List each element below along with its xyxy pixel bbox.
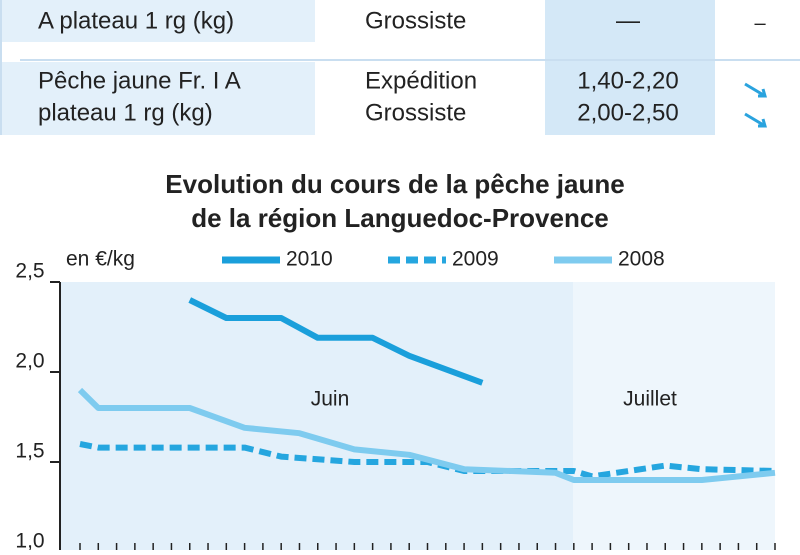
stage-cell: Grossiste <box>365 99 466 126</box>
price-cell: 2,00-2,50 <box>577 99 678 126</box>
y-tick-label: 1,0 <box>15 530 44 550</box>
annotation: Juillet <box>623 388 677 411</box>
stage-cell: Expédition <box>365 67 477 94</box>
legend-label: 2008 <box>618 248 665 271</box>
y-tick-label: 2,5 <box>15 260 44 283</box>
table: A plateau 1 rg (kg) Grossiste — Pêche jaune… <box>38 7 679 126</box>
table-background: – <box>0 0 800 135</box>
y-axis-label: en €/kg <box>66 248 135 271</box>
chart-title: de la région Languedoc-Provence <box>191 203 609 233</box>
chart-panel <box>60 282 775 550</box>
series-line <box>188 297 484 386</box>
chart-title: Evolution du cours de la pêche jaune <box>165 169 624 199</box>
product-cell: Pêche jaune Fr. I A <box>38 67 241 94</box>
annotation: Juin <box>311 388 350 411</box>
price-cell: — <box>616 7 640 34</box>
stage-cell: Grossiste <box>365 7 466 34</box>
legend-label: 2009 <box>452 248 499 271</box>
y-tick-label: 2,0 <box>15 350 44 373</box>
legend-label: 2010 <box>286 248 333 271</box>
product-cell: plateau 1 rg (kg) <box>38 99 213 126</box>
series-line <box>77 387 776 483</box>
price-cell: 1,40-2,20 <box>577 67 678 94</box>
product-cell: A plateau 1 rg (kg) <box>38 7 234 34</box>
y-tick-label: 1,5 <box>15 440 44 463</box>
svg-text:–: – <box>754 12 766 34</box>
chart: 2,5 2,0 1,5 1,0 2010 2009 2008 <box>15 248 776 553</box>
